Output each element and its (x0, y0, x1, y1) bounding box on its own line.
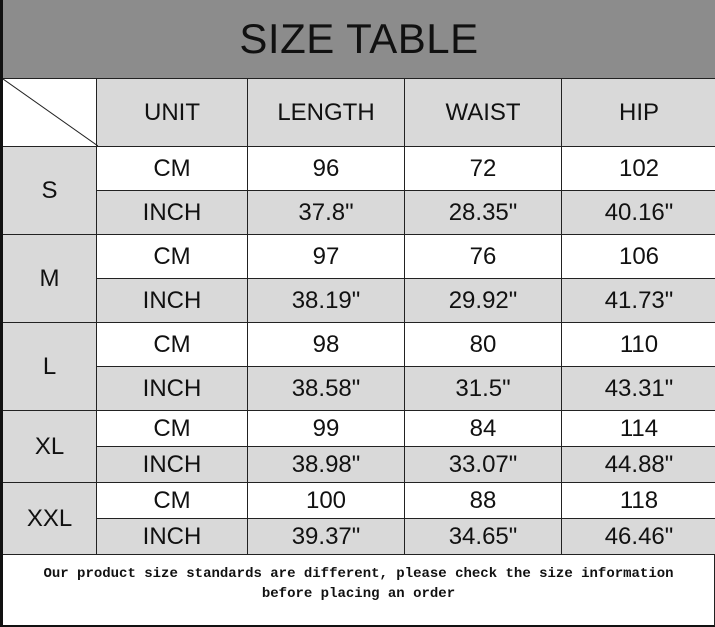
value-cell: 96 (247, 146, 405, 191)
value-cell: 39.37" (247, 518, 405, 555)
unit-cell: CM (96, 234, 248, 279)
unit-cell: INCH (96, 518, 248, 555)
size-label: L (0, 322, 97, 411)
value-cell: 31.5" (404, 366, 562, 411)
value-cell: 38.98" (247, 446, 405, 483)
corner-cell (0, 78, 98, 147)
size-table: UNIT LENGTH WAIST HIP S CM 96 72 102 INCH 37.8… (0, 78, 715, 555)
size-note: Our product size standards are different… (0, 554, 715, 627)
unit-cell: CM (96, 146, 248, 191)
table-row: INCH 39.37" 34.65" 46.46" (2, 518, 715, 555)
table-row: M CM 97 76 106 (0, 234, 715, 323)
unit-cell: INCH (96, 190, 248, 235)
value-cell: 40.16" (561, 190, 715, 235)
size-label: S (0, 146, 97, 235)
value-cell: 88 (404, 482, 562, 519)
value-cell: 84 (404, 410, 562, 447)
table-row: XXL CM 100 88 118 (0, 482, 715, 555)
table-row: L CM 98 80 110 (0, 322, 715, 411)
value-cell: 80 (404, 322, 562, 367)
value-cell: 106 (561, 234, 715, 279)
header-waist: WAIST (404, 78, 562, 147)
unit-cell: INCH (96, 446, 248, 483)
unit-cell: CM (96, 482, 248, 519)
value-cell: 28.35" (404, 190, 562, 235)
value-cell: 38.19" (247, 278, 405, 323)
unit-cell: CM (96, 322, 248, 367)
value-cell: 37.8" (247, 190, 405, 235)
value-cell: 76 (404, 234, 562, 279)
value-cell: 72 (404, 146, 562, 191)
table-row: XL CM 99 84 114 (0, 410, 715, 483)
header-unit: UNIT (96, 78, 248, 147)
unit-cell: INCH (96, 366, 248, 411)
header-hip: HIP (561, 78, 715, 147)
page-title: SIZE TABLE (0, 0, 715, 78)
size-label: XL (0, 410, 97, 483)
unit-cell: INCH (96, 278, 248, 323)
diagonal-line (3, 79, 98, 146)
header-row: UNIT LENGTH WAIST HIP (0, 78, 715, 147)
value-cell: 97 (247, 234, 405, 279)
value-cell: 110 (561, 322, 715, 367)
unit-cell: CM (96, 410, 248, 447)
value-cell: 118 (561, 482, 715, 519)
value-cell: 114 (561, 410, 715, 447)
value-cell: 100 (247, 482, 405, 519)
note-line-2: before placing an order (261, 586, 456, 602)
value-cell: 46.46" (561, 518, 715, 555)
note-line-1: Our product size standards are different… (43, 566, 674, 582)
header-length: LENGTH (247, 78, 405, 147)
value-cell: 102 (561, 146, 715, 191)
value-cell: 38.58" (247, 366, 405, 411)
value-cell: 43.31" (561, 366, 715, 411)
table-row: INCH 38.19" 29.92" 41.73" (2, 278, 715, 323)
value-cell: 29.92" (404, 278, 562, 323)
table-row: S CM 96 72 102 (0, 146, 715, 235)
table-row: INCH 37.8" 28.35" 40.16" (2, 190, 715, 235)
size-label: XXL (0, 482, 97, 555)
value-cell: 33.07" (404, 446, 562, 483)
value-cell: 34.65" (404, 518, 562, 555)
value-cell: 99 (247, 410, 405, 447)
table-row: INCH 38.58" 31.5" 43.31" (2, 366, 715, 411)
value-cell: 44.88" (561, 446, 715, 483)
size-label: M (0, 234, 97, 323)
value-cell: 98 (247, 322, 405, 367)
value-cell: 41.73" (561, 278, 715, 323)
table-row: INCH 38.98" 33.07" 44.88" (2, 446, 715, 483)
